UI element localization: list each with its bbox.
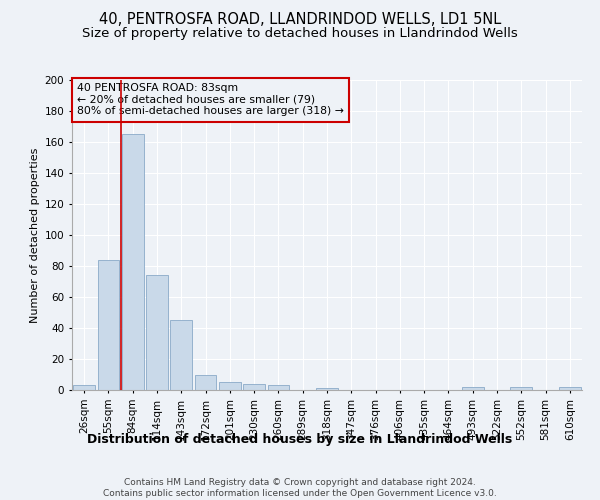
Bar — [219, 382, 241, 390]
Bar — [170, 320, 192, 390]
Bar — [73, 386, 95, 390]
Text: Distribution of detached houses by size in Llandrindod Wells: Distribution of detached houses by size … — [88, 432, 512, 446]
Bar — [194, 374, 217, 390]
Bar — [511, 387, 532, 390]
Bar — [559, 387, 581, 390]
Y-axis label: Number of detached properties: Number of detached properties — [31, 148, 40, 322]
Bar — [97, 260, 119, 390]
Text: Size of property relative to detached houses in Llandrindod Wells: Size of property relative to detached ho… — [82, 28, 518, 40]
Bar — [122, 134, 143, 390]
Bar — [462, 387, 484, 390]
Bar — [268, 386, 289, 390]
Bar — [146, 276, 168, 390]
Bar — [316, 388, 338, 390]
Text: Contains HM Land Registry data © Crown copyright and database right 2024.
Contai: Contains HM Land Registry data © Crown c… — [103, 478, 497, 498]
Bar — [243, 384, 265, 390]
Text: 40, PENTROSFA ROAD, LLANDRINDOD WELLS, LD1 5NL: 40, PENTROSFA ROAD, LLANDRINDOD WELLS, L… — [99, 12, 501, 28]
Text: 40 PENTROSFA ROAD: 83sqm
← 20% of detached houses are smaller (79)
80% of semi-d: 40 PENTROSFA ROAD: 83sqm ← 20% of detach… — [77, 83, 344, 116]
